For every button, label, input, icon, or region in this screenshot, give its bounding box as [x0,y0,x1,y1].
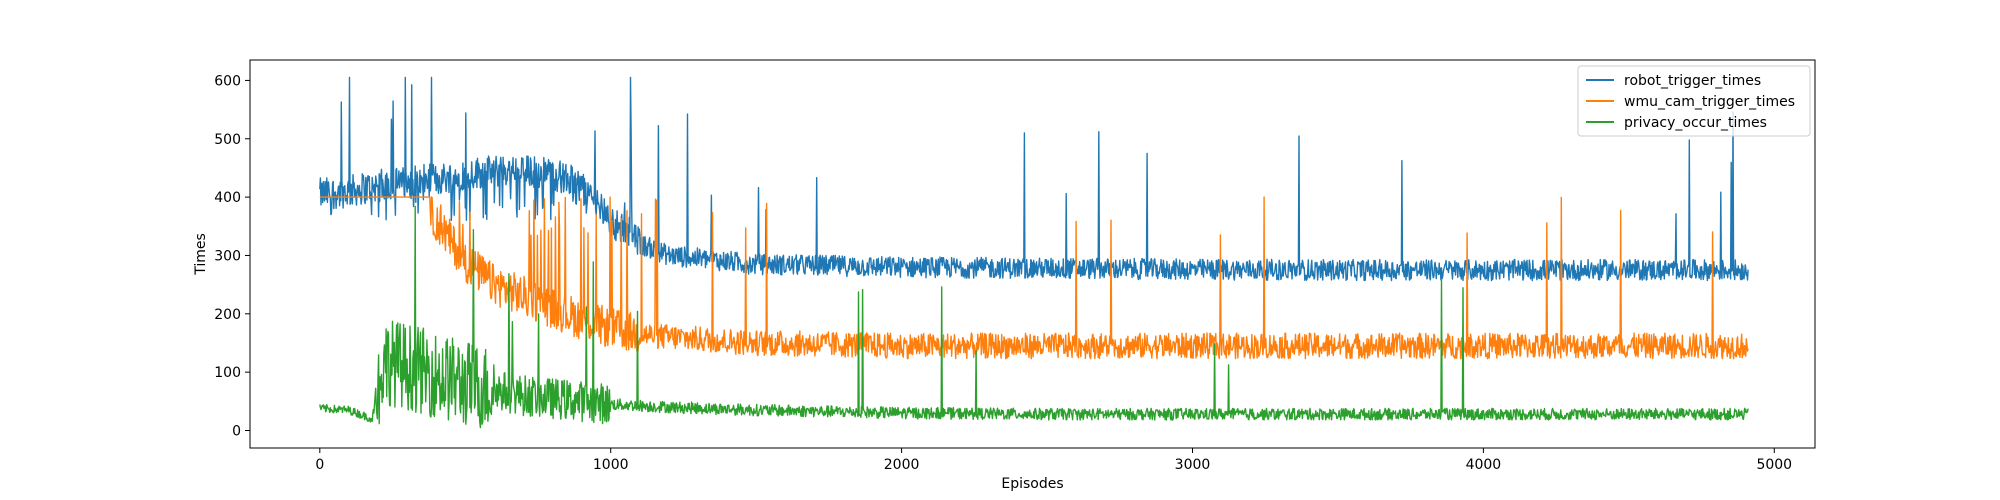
x-tick-label: 1000 [593,457,629,473]
y-tick-label: 100 [214,365,241,381]
y-tick-label: 0 [232,423,241,439]
y-tick-label: 300 [214,248,241,264]
x-tick-label: 4000 [1466,457,1502,473]
series-line-1 [319,196,1749,360]
y-axis-label: Times [193,233,209,276]
plot-frame [249,59,1816,449]
y-tick-label: 200 [214,307,241,323]
y-tick-label: 500 [214,132,241,148]
series-line-0 [319,76,1749,282]
legend: robot_trigger_times wmu_cam_trigger_time… [1577,65,1811,137]
x-tick-label: 3000 [1175,457,1211,473]
legend-label-robot: robot_trigger_times [1624,73,1761,89]
legend-label-privacy: privacy_occur_times [1624,115,1767,131]
x-tick-label: 2000 [884,457,920,473]
legend-box [1577,65,1811,137]
series-line-2 [319,205,1749,429]
y-tick-label: 600 [214,73,241,89]
y-tick-label: 400 [214,190,241,206]
x-axis: 0 1000 2000 3000 4000 5000 [315,448,1792,473]
y-axis: 0 100 200 300 400 500 600 [214,73,250,439]
x-axis-label: Episodes [1001,476,1063,492]
x-tick-label: 0 [315,457,324,473]
legend-label-wmu-cam: wmu_cam_trigger_times [1624,94,1795,110]
series-layer [319,76,1749,429]
x-tick-label: 5000 [1756,457,1792,473]
